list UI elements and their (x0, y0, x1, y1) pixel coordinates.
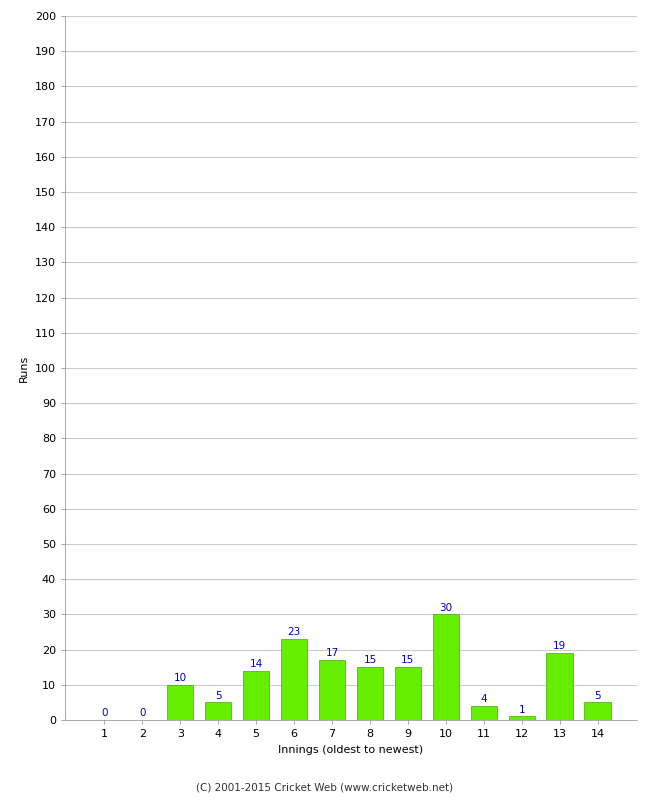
Text: 10: 10 (174, 673, 187, 683)
Text: 0: 0 (139, 708, 146, 718)
Bar (471, 706, 497, 720)
Bar (547, 653, 573, 720)
Text: 5: 5 (594, 690, 601, 701)
Text: 4: 4 (480, 694, 487, 704)
Bar (584, 702, 611, 720)
Text: 1: 1 (519, 705, 525, 714)
Bar (318, 660, 345, 720)
Y-axis label: Runs: Runs (20, 354, 29, 382)
Text: 5: 5 (215, 690, 222, 701)
Text: 14: 14 (250, 659, 263, 669)
Text: 17: 17 (326, 648, 339, 658)
Text: 15: 15 (401, 655, 415, 666)
Bar (433, 614, 459, 720)
X-axis label: Innings (oldest to newest): Innings (oldest to newest) (278, 745, 424, 754)
Text: 0: 0 (101, 708, 107, 718)
Bar (357, 667, 384, 720)
Text: 19: 19 (553, 642, 566, 651)
Text: 15: 15 (363, 655, 376, 666)
Bar (243, 670, 269, 720)
Text: 23: 23 (287, 627, 301, 638)
Text: (C) 2001-2015 Cricket Web (www.cricketweb.net): (C) 2001-2015 Cricket Web (www.cricketwe… (196, 782, 454, 792)
Bar (508, 717, 535, 720)
Bar (205, 702, 231, 720)
Bar (281, 639, 307, 720)
Bar (395, 667, 421, 720)
Text: 30: 30 (439, 602, 452, 613)
Bar (167, 685, 194, 720)
